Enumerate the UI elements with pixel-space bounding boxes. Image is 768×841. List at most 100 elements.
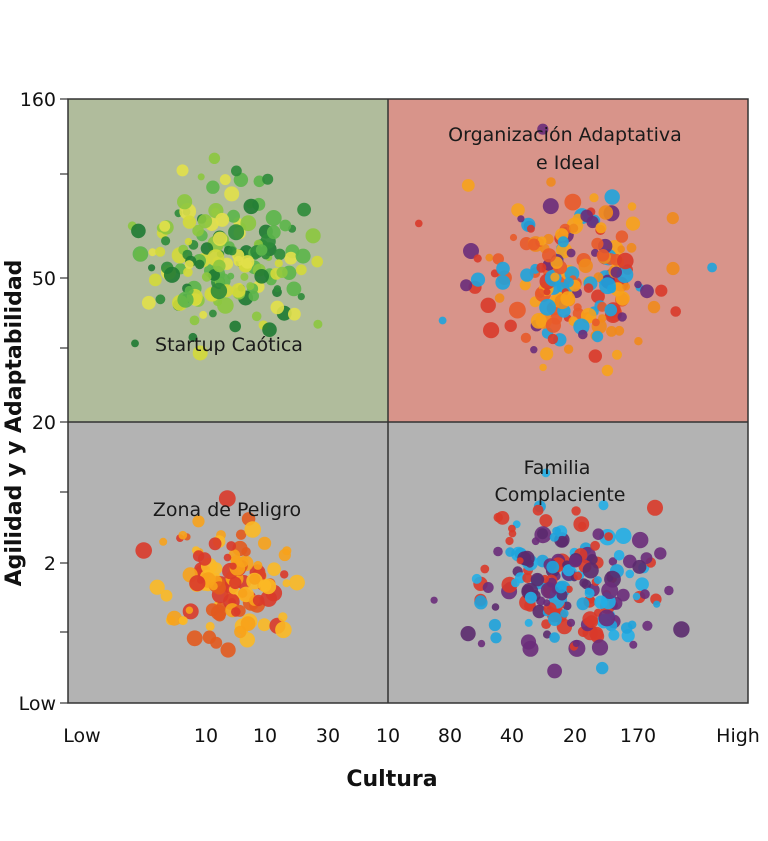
- scatter-point: [253, 175, 266, 188]
- scatter-point: [210, 282, 228, 300]
- scatter-point: [473, 254, 482, 263]
- scatter-point: [548, 612, 562, 626]
- scatter-point: [208, 537, 222, 551]
- scatter-point: [549, 532, 559, 542]
- scatter-point: [505, 536, 514, 546]
- scatter-point: [177, 194, 193, 210]
- scatter-point: [524, 618, 533, 627]
- scatter-point: [539, 298, 556, 316]
- scatter-point: [560, 609, 569, 618]
- scatter-point: [666, 261, 680, 276]
- scatter-point: [227, 209, 240, 223]
- scatter-point: [604, 532, 613, 541]
- scatter-point: [592, 528, 605, 540]
- scatter-point: [578, 329, 588, 340]
- scatter-point: [517, 215, 525, 223]
- scatter-point: [273, 285, 281, 293]
- scatter-point: [220, 642, 236, 658]
- scatter-point: [215, 212, 230, 227]
- scatter-point: [430, 596, 438, 604]
- y-minor-ticks: [60, 98, 68, 704]
- scatter-point: [228, 224, 245, 241]
- scatter-point: [286, 281, 302, 297]
- scatter-point: [589, 193, 599, 203]
- scatter-point: [537, 528, 548, 540]
- scatter-point: [610, 266, 622, 278]
- scatter-point: [288, 307, 301, 321]
- scatter-point: [249, 573, 261, 585]
- scatter-point: [197, 552, 212, 566]
- scatter-point: [664, 585, 674, 596]
- scatter-point: [588, 349, 602, 363]
- scatter-point: [278, 612, 288, 622]
- scatter-point: [278, 548, 291, 562]
- scatter-point: [313, 319, 323, 329]
- scatter-point: [231, 283, 246, 298]
- scatter-point: [199, 310, 208, 319]
- scatter-point: [480, 564, 490, 574]
- scatter-point: [591, 237, 604, 250]
- scatter-point: [532, 604, 547, 619]
- scatter-point: [579, 578, 589, 588]
- scatter-point: [519, 279, 531, 291]
- scatter-point: [578, 258, 593, 273]
- scatter-point: [627, 202, 637, 211]
- scatter-point: [251, 311, 262, 322]
- scatter-point: [192, 345, 208, 361]
- scatter-point: [252, 594, 265, 607]
- scatter-point: [240, 215, 257, 232]
- scatter-point: [596, 249, 610, 262]
- scatter-point: [267, 562, 281, 576]
- scatter-point: [492, 253, 504, 265]
- scatter-point: [276, 266, 288, 278]
- scatter-point: [520, 268, 534, 282]
- quadrant-label-zona-peligro: Zona de Peligro: [153, 499, 301, 521]
- scatter-point: [640, 284, 654, 299]
- scatter-point: [240, 255, 255, 269]
- scatter-point: [235, 529, 247, 540]
- scatter-point: [229, 320, 241, 333]
- scatter-point: [543, 288, 551, 296]
- scatter-point: [598, 314, 607, 323]
- scatter-point: [295, 248, 311, 264]
- scatter-point: [595, 222, 607, 234]
- scatter-point: [598, 609, 616, 627]
- scatter-point: [530, 313, 547, 329]
- scatter-point: [178, 530, 188, 540]
- scatter-point: [539, 363, 547, 372]
- scatter-point: [228, 549, 241, 562]
- scatter-point: [274, 259, 283, 268]
- scatter-point: [217, 297, 234, 314]
- scatter-point: [477, 639, 486, 648]
- x-tick-label: 10: [253, 725, 277, 747]
- scatter-point: [233, 255, 244, 267]
- scatter-point: [483, 322, 500, 339]
- scatter-point: [270, 300, 285, 315]
- scatter-point: [564, 193, 582, 211]
- scatter-point: [183, 267, 193, 278]
- scatter-point: [524, 591, 537, 604]
- scatter-point: [182, 215, 197, 229]
- scatter-point: [189, 575, 206, 592]
- scatter-point: [542, 198, 559, 215]
- scatter-point: [626, 242, 637, 253]
- scatter-point: [585, 615, 598, 629]
- scatter-point: [511, 203, 525, 217]
- scatter-point: [582, 562, 599, 579]
- scatter-point: [520, 634, 537, 650]
- scatter-point: [537, 123, 549, 135]
- scatter-point: [629, 640, 638, 649]
- scatter-point: [560, 291, 576, 307]
- scatter-point: [612, 349, 622, 360]
- scatter-point: [583, 283, 594, 293]
- scatter-point: [504, 319, 517, 332]
- scatter-point: [562, 564, 575, 577]
- scatter-point: [159, 220, 171, 232]
- scatter-point: [613, 550, 625, 561]
- scatter-point: [258, 579, 272, 593]
- scatter-point: [593, 576, 602, 585]
- scatter-point: [634, 337, 643, 346]
- scatter-point: [238, 588, 248, 598]
- scatter-point: [194, 259, 205, 270]
- scatter-point: [460, 626, 476, 642]
